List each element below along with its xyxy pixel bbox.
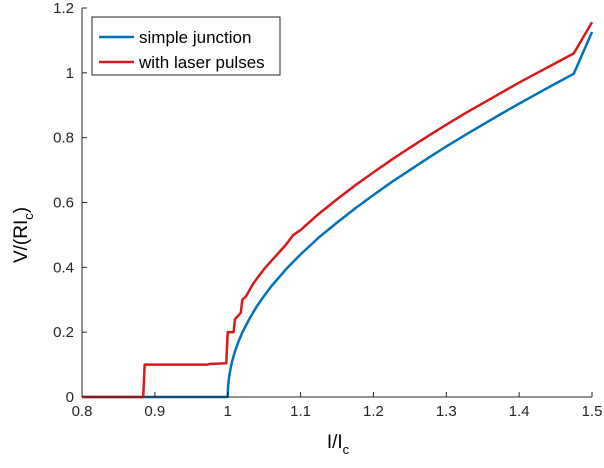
y-tick-label: 0 [66, 389, 74, 406]
y-tick-label: 0.2 [53, 324, 74, 341]
tick-labels: 0.8 0.9 1 1.1 1.2 1.3 1.4 1.5 0 0.2 0.4 0.6 0.8 1 1.2 [53, 0, 602, 420]
series-line-with-laser-pulses [82, 21, 594, 399]
x-tick-label: 1.2 [363, 403, 384, 420]
x-tick-label: 1 [224, 403, 232, 420]
legend-label-with-laser-pulses: with laser pulses [138, 53, 265, 72]
x-tick-label: 0.8 [72, 403, 93, 420]
legend-box [91, 16, 281, 76]
series-lines [82, 21, 594, 399]
y-axis-title-subscript: c [21, 213, 36, 220]
legend-label-simple-junction: simple junction [139, 28, 251, 47]
y-tick-label: 0.8 [53, 130, 74, 147]
y-tick-label: 1 [66, 65, 74, 82]
x-tick-label: 1.3 [436, 403, 457, 420]
tick-marks [81, 7, 593, 398]
x-tick-label: 1.4 [509, 403, 530, 420]
y-axis-title-close: ) [11, 207, 32, 213]
y-tick-label: 0.6 [53, 195, 74, 212]
x-tick-label: 1.5 [582, 403, 603, 420]
y-tick-label: 0.4 [53, 259, 74, 276]
legend: simple junction with laser pulses [91, 16, 281, 76]
x-tick-label: 1.1 [290, 403, 311, 420]
y-tick-label: 1.2 [53, 0, 74, 17]
y-axis-title: V/(RIc) [11, 207, 36, 263]
x-axis-title-subscript: c [343, 442, 350, 457]
x-axis-title: I/Ic [327, 432, 350, 457]
x-tick-label: 0.9 [144, 403, 165, 420]
series-line-simple-junction [82, 31, 594, 399]
